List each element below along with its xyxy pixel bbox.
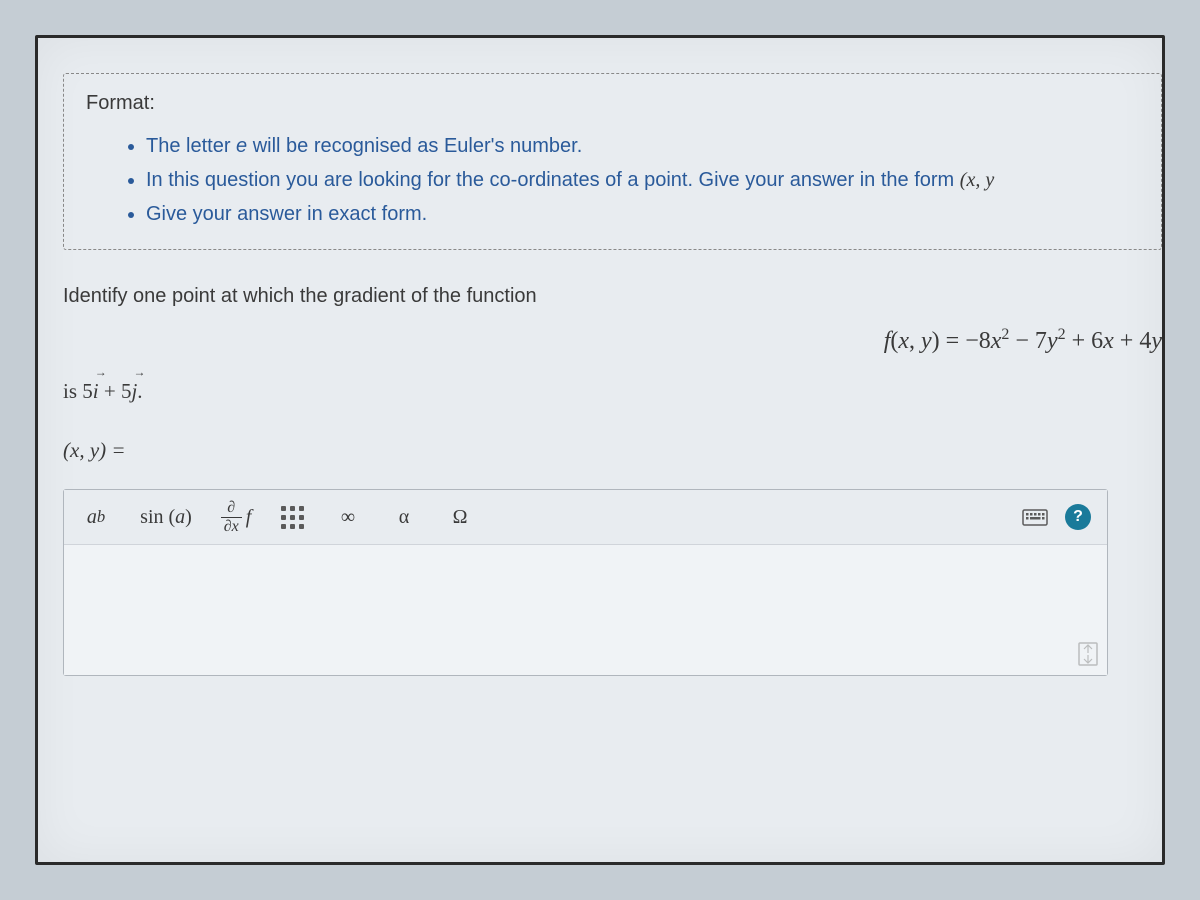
exponent-button[interactable]: ab: [70, 495, 122, 539]
answer-input[interactable]: [64, 545, 1107, 675]
keyboard-svg: [1022, 507, 1048, 527]
format-item-0: The letter e will be recognised as Euler…: [146, 129, 1139, 163]
fullscreen-icon[interactable]: [1077, 641, 1099, 667]
question-panel: Format: The letter e will be recognised …: [35, 35, 1165, 865]
format-item-2: Give your answer in exact form.: [146, 197, 1139, 231]
format-item-1: In this question you are looking for the…: [146, 163, 1139, 197]
partial-derivative-button[interactable]: ∂∂xf: [210, 495, 262, 539]
help-button[interactable]: ?: [1065, 504, 1091, 530]
format-list: The letter e will be recognised as Euler…: [86, 129, 1139, 231]
editor-toolbar: ab sin (a) ∂∂xf ∞ α Ω: [64, 490, 1107, 545]
answer-prompt: (x, y) =: [63, 438, 1162, 463]
equation: f(x, y) = −8x2 − 7y2 + 6x + 4y: [63, 326, 1162, 355]
gradient-vector: is 5i + 5j.: [63, 379, 1162, 404]
question-intro: Identify one point at which the gradient…: [63, 285, 1162, 308]
format-box: Format: The letter e will be recognised …: [63, 73, 1162, 250]
omega-button[interactable]: Ω: [434, 495, 486, 539]
matrix-button[interactable]: [266, 495, 318, 539]
math-editor: ab sin (a) ∂∂xf ∞ α Ω: [63, 489, 1108, 676]
alpha-button[interactable]: α: [378, 495, 430, 539]
infinity-button[interactable]: ∞: [322, 495, 374, 539]
sin-button[interactable]: sin (a): [126, 495, 206, 539]
keyboard-icon[interactable]: [1009, 495, 1061, 539]
format-title: Format:: [86, 92, 1139, 115]
